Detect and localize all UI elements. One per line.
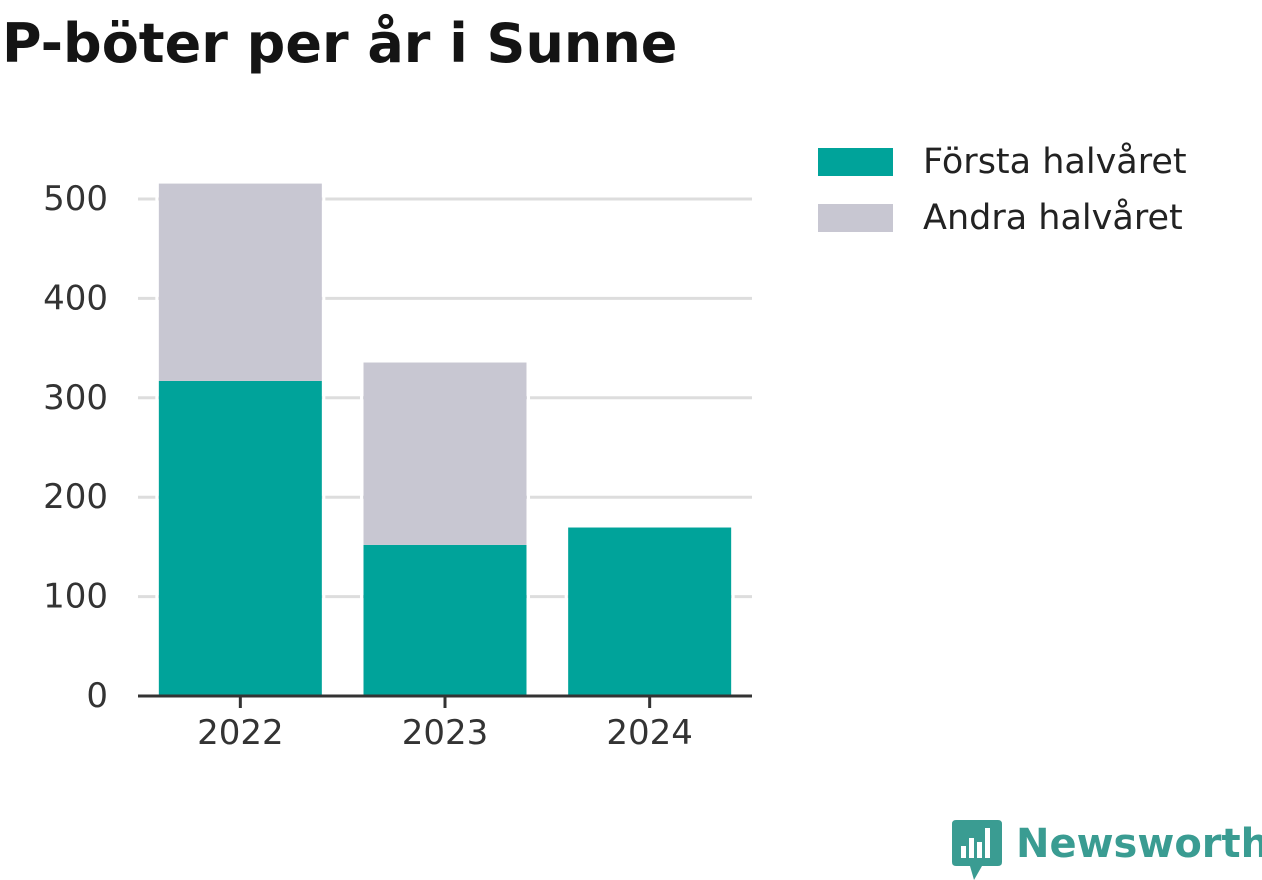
y-tick-label-500: 500 bbox=[43, 179, 108, 219]
legend: Första halvåret Andra halvåret bbox=[818, 141, 1187, 238]
bar-2022-series-1 bbox=[158, 380, 322, 696]
legend-label-1: Första halvåret bbox=[923, 141, 1187, 182]
bar-2023-series-1 bbox=[363, 544, 527, 696]
axes: 0 100 200 300 400 500 2022 2023 2024 bbox=[43, 179, 752, 753]
bar-2024-series-1 bbox=[568, 527, 732, 696]
newsworthy-logo-icon bbox=[952, 820, 1002, 880]
brand-logo: Newsworthy bbox=[952, 816, 1262, 880]
chart-title: P-böter per år i Sunne bbox=[2, 12, 678, 75]
legend-label-2: Andra halvåret bbox=[923, 197, 1183, 238]
legend-swatch-1 bbox=[818, 148, 893, 176]
x-tick-label-2024: 2024 bbox=[606, 713, 693, 753]
y-tick-label-400: 400 bbox=[43, 278, 108, 318]
stacked-bar-chart: 0 100 200 300 400 500 2022 2023 2024 Första halv… bbox=[43, 141, 1187, 753]
bars bbox=[155, 180, 735, 698]
logo-bar-2 bbox=[969, 838, 974, 858]
y-tick-label-100: 100 bbox=[43, 577, 108, 617]
y-tick-label-200: 200 bbox=[43, 477, 108, 517]
bar-2023-series-2 bbox=[363, 362, 527, 545]
bar-2022-series-2 bbox=[158, 183, 322, 381]
legend-swatch-2 bbox=[818, 204, 893, 232]
x-tick-label-2022: 2022 bbox=[197, 713, 284, 753]
x-tick-label-2023: 2023 bbox=[402, 713, 489, 753]
brand-name: Newsworthy bbox=[1016, 821, 1262, 867]
y-tick-label-300: 300 bbox=[43, 378, 108, 418]
logo-bar-4 bbox=[985, 828, 990, 858]
logo-bar-3 bbox=[977, 842, 982, 858]
y-tick-label-0: 0 bbox=[86, 676, 108, 716]
logo-bar-1 bbox=[961, 846, 966, 858]
